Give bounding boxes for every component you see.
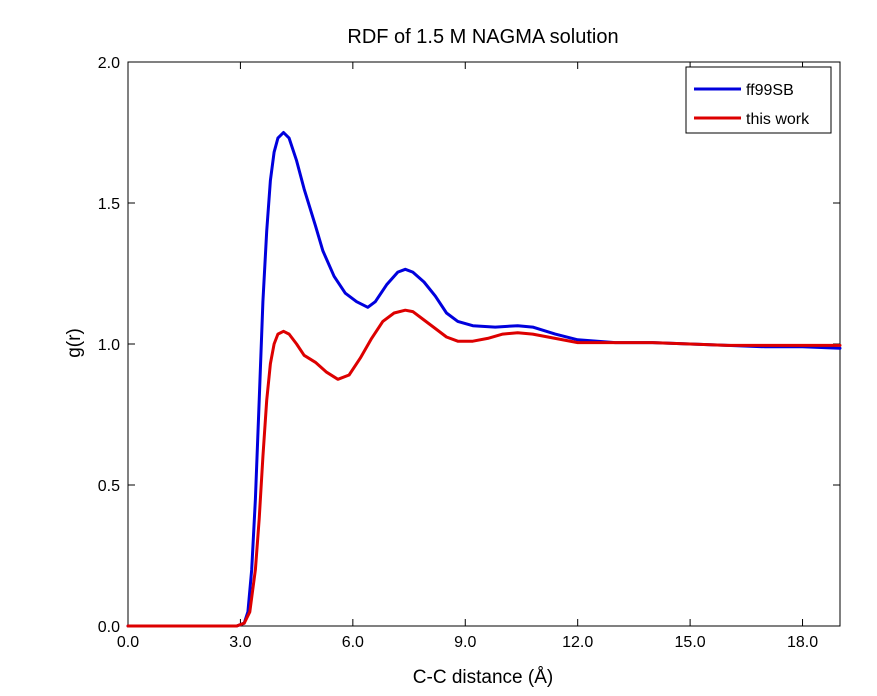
plot-area: 0.0 3.0 6.0 9.0 12.0 15.0 18.0 0.0 0.5 1.0 1.5 2.0 bbox=[98, 55, 842, 651]
series-group bbox=[126, 131, 842, 628]
x-tick-label: 0.0 bbox=[117, 634, 139, 651]
y-axis-label: g(r) bbox=[64, 328, 85, 358]
chart-title: RDF of 1.5 M NAGMA solution bbox=[347, 26, 618, 48]
y-tick-label: 0.5 bbox=[98, 478, 120, 495]
x-tick-label: 9.0 bbox=[454, 634, 476, 651]
x-tick-label: 12.0 bbox=[562, 634, 593, 651]
x-tick-label: 6.0 bbox=[342, 634, 364, 651]
x-tick-label: 18.0 bbox=[787, 634, 818, 651]
y-tick-label: 0.0 bbox=[98, 619, 120, 636]
y-tick-label: 1.0 bbox=[98, 337, 120, 354]
y-tick-label: 1.5 bbox=[98, 196, 120, 213]
legend-label-ff99sb: ff99SB bbox=[746, 82, 794, 99]
legend: ff99SB this work bbox=[685, 66, 832, 134]
legend-label-this-work: this work bbox=[746, 111, 810, 128]
series-line-ff99sb bbox=[126, 131, 842, 628]
legend-box bbox=[685, 66, 832, 134]
series-line-this-work bbox=[126, 308, 842, 628]
x-tick-label: 3.0 bbox=[229, 634, 251, 651]
x-axis-label: C-C distance (Å) bbox=[413, 667, 553, 688]
y-tick-label: 2.0 bbox=[98, 55, 120, 72]
x-tick-label: 15.0 bbox=[675, 634, 706, 651]
x-axis: 0.0 3.0 6.0 9.0 12.0 15.0 18.0 bbox=[117, 62, 818, 651]
